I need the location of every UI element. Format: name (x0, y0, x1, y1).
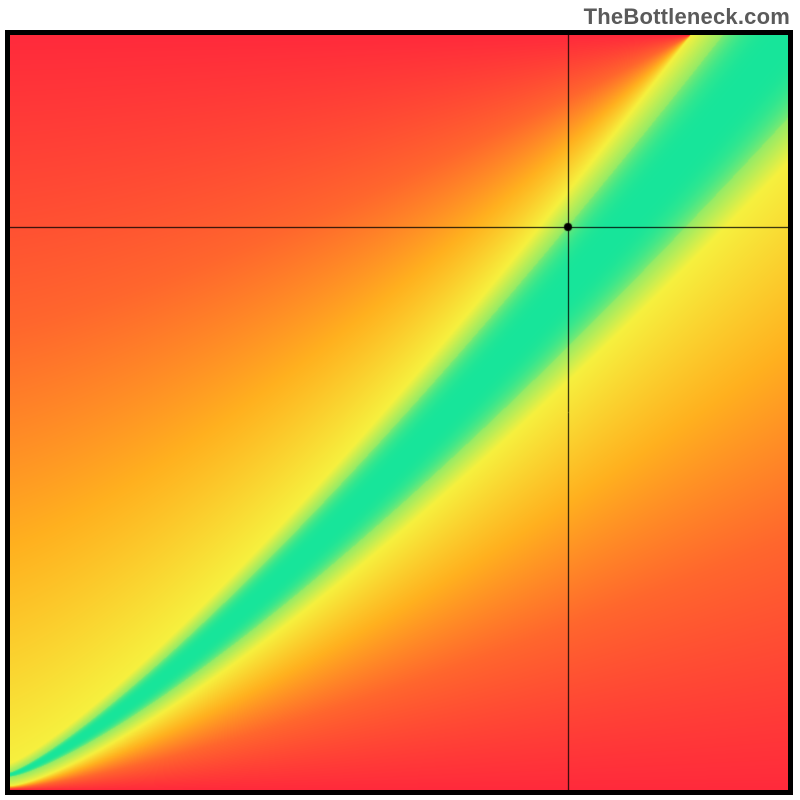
heatmap-canvas (10, 35, 788, 790)
watermark-text: TheBottleneck.com (584, 4, 790, 30)
heatmap-frame (5, 30, 793, 795)
